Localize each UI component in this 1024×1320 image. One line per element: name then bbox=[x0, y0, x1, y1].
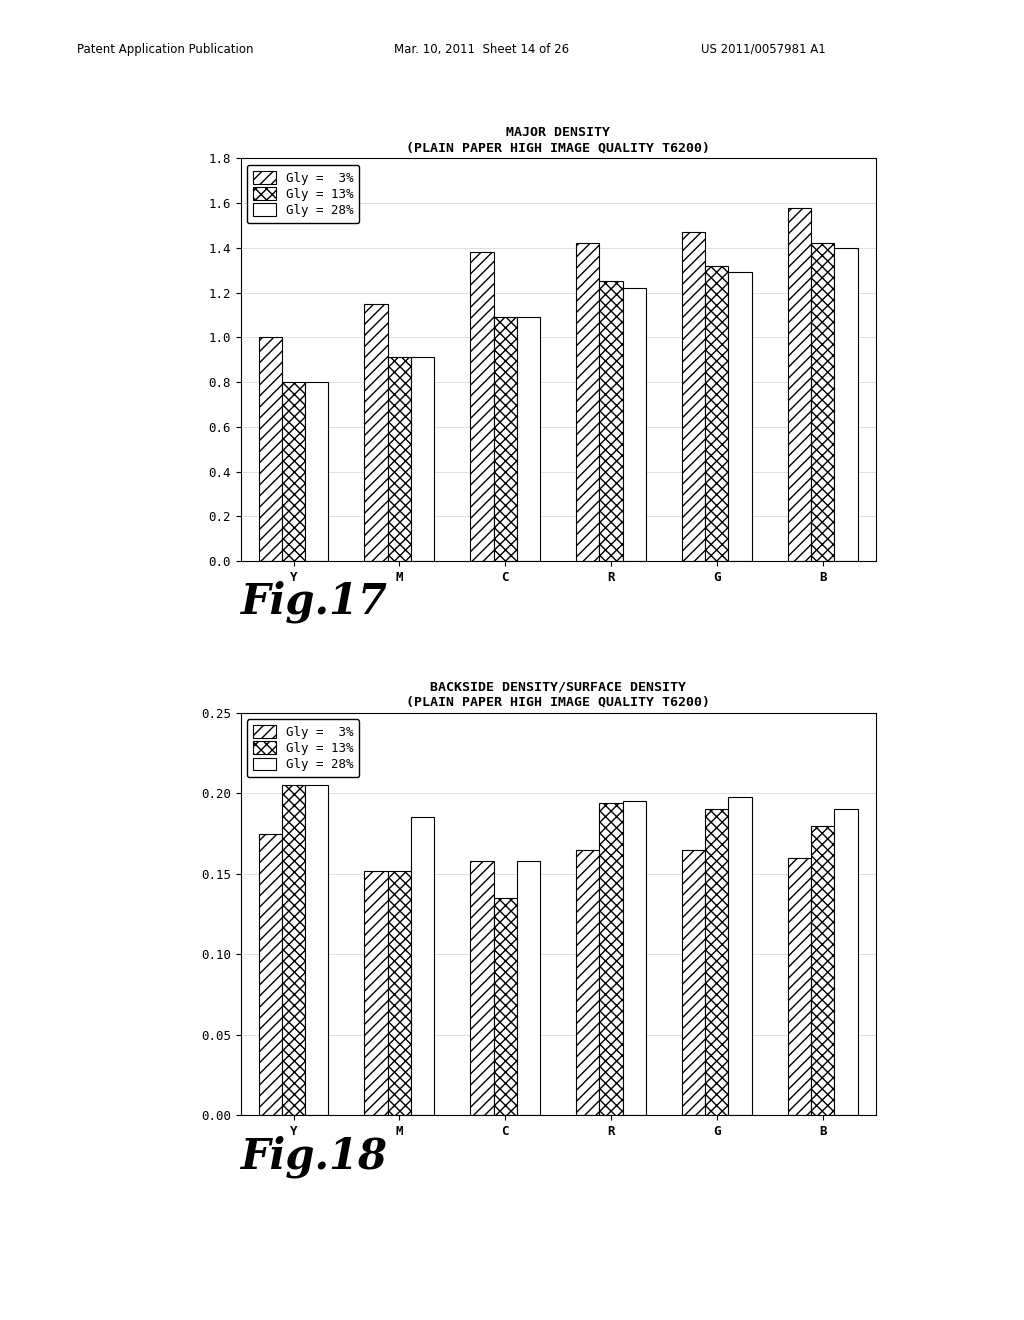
Bar bbox=[259, 338, 282, 561]
Bar bbox=[811, 243, 835, 561]
Title: BACKSIDE DENSITY/SURFACE DENSITY
(PLAIN PAPER HIGH IMAGE QUALITY T6200): BACKSIDE DENSITY/SURFACE DENSITY (PLAIN … bbox=[407, 681, 710, 709]
Bar bbox=[305, 381, 329, 561]
Bar bbox=[682, 850, 706, 1115]
Bar bbox=[305, 785, 329, 1115]
Bar bbox=[282, 785, 305, 1115]
Bar bbox=[599, 803, 623, 1115]
Bar bbox=[577, 850, 599, 1115]
Text: Mar. 10, 2011  Sheet 14 of 26: Mar. 10, 2011 Sheet 14 of 26 bbox=[394, 42, 569, 55]
Bar bbox=[494, 898, 517, 1115]
Bar bbox=[365, 304, 388, 561]
Text: Patent Application Publication: Patent Application Publication bbox=[77, 42, 253, 55]
Bar bbox=[728, 796, 752, 1115]
Bar bbox=[577, 243, 599, 561]
Bar bbox=[388, 871, 411, 1115]
Bar bbox=[470, 861, 494, 1115]
Bar bbox=[835, 809, 857, 1115]
Bar bbox=[259, 834, 282, 1115]
Bar bbox=[682, 232, 706, 561]
Bar bbox=[706, 809, 728, 1115]
Bar bbox=[517, 861, 540, 1115]
Bar bbox=[282, 381, 305, 561]
Bar bbox=[811, 825, 835, 1115]
Bar bbox=[494, 317, 517, 561]
Bar bbox=[787, 858, 811, 1115]
Bar bbox=[517, 317, 540, 561]
Bar bbox=[388, 358, 411, 561]
Bar bbox=[365, 871, 388, 1115]
Bar bbox=[599, 281, 623, 561]
Bar bbox=[835, 248, 857, 561]
Bar bbox=[787, 207, 811, 561]
Legend: Gly =  3%, Gly = 13%, Gly = 28%: Gly = 3%, Gly = 13%, Gly = 28% bbox=[247, 165, 359, 223]
Text: Fig.18: Fig.18 bbox=[241, 1135, 388, 1177]
Title: MAJOR DENSITY
(PLAIN PAPER HIGH IMAGE QUALITY T6200): MAJOR DENSITY (PLAIN PAPER HIGH IMAGE QU… bbox=[407, 127, 710, 154]
Bar bbox=[728, 272, 752, 561]
Bar bbox=[411, 358, 434, 561]
Text: Fig.17: Fig.17 bbox=[241, 581, 388, 623]
Bar bbox=[411, 817, 434, 1115]
Bar bbox=[623, 288, 646, 561]
Text: US 2011/0057981 A1: US 2011/0057981 A1 bbox=[701, 42, 826, 55]
Bar bbox=[623, 801, 646, 1115]
Bar bbox=[706, 265, 728, 561]
Bar bbox=[470, 252, 494, 561]
Legend: Gly =  3%, Gly = 13%, Gly = 28%: Gly = 3%, Gly = 13%, Gly = 28% bbox=[247, 719, 359, 777]
